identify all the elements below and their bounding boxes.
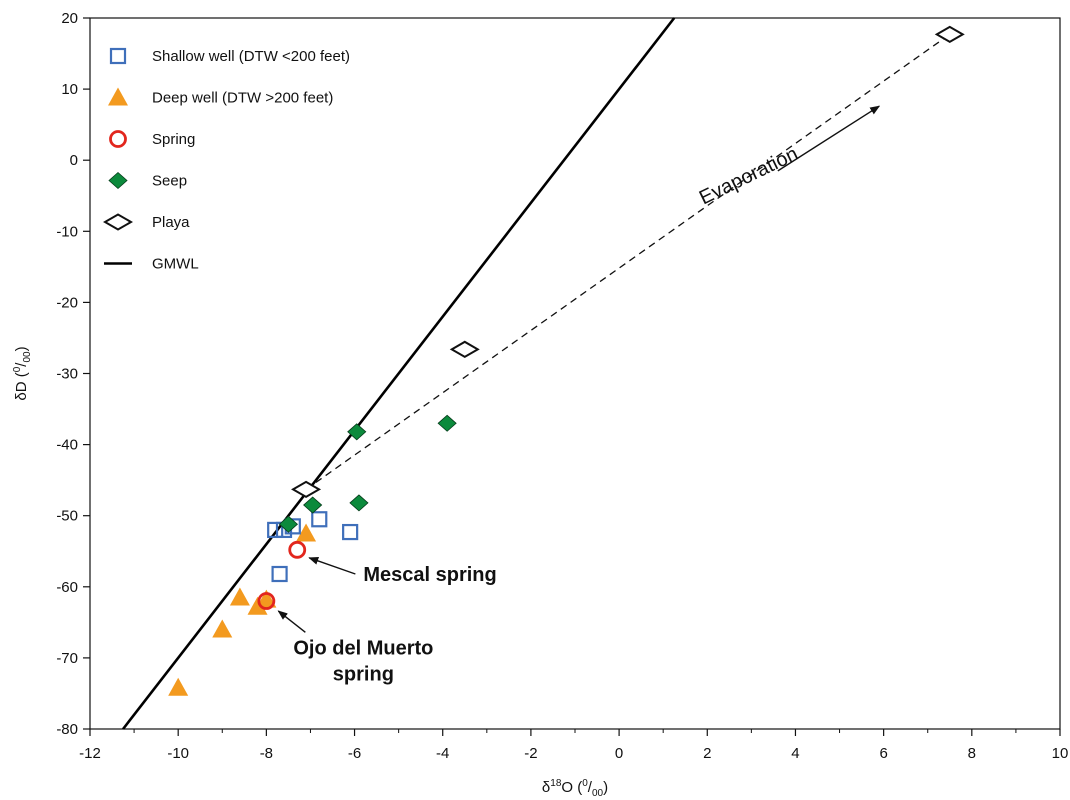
x-tick-label: -8 <box>260 745 273 762</box>
y-axis-title: δD (0/00) <box>12 346 33 400</box>
shallow-well-point <box>342 523 359 541</box>
y-tick-label: -20 <box>56 294 78 311</box>
x-tick-label: 0 <box>615 745 623 762</box>
y-tick-label: -40 <box>56 437 78 454</box>
deep-well-point <box>212 619 233 638</box>
plot-frame <box>89 17 1061 730</box>
shallow-well-point <box>311 511 328 528</box>
y-tick-label: 10 <box>61 81 78 98</box>
seep-point <box>437 414 457 432</box>
deep-well-point <box>296 523 317 542</box>
x-tick-label: -6 <box>348 745 361 762</box>
y-tick-label: -30 <box>56 366 78 383</box>
deep-well-point <box>229 587 250 606</box>
gmwl-line <box>122 17 676 730</box>
seep-point <box>278 515 299 533</box>
evaporation-line <box>305 33 951 490</box>
x-axis-title: δ18O (0/00) <box>542 778 608 799</box>
y-tick-label: -80 <box>56 721 78 738</box>
deep-well-point <box>168 677 189 696</box>
y-tick-label: -70 <box>56 650 78 667</box>
legend-label: Playa <box>152 214 190 231</box>
x-tick-label: 6 <box>879 745 887 762</box>
x-tick-label: -2 <box>524 745 537 762</box>
legend-swatch <box>102 213 134 231</box>
seep-point <box>303 496 323 514</box>
legend-swatch <box>109 130 127 148</box>
x-tick-label: -10 <box>167 745 189 762</box>
x-tick-label: -12 <box>79 745 101 762</box>
spring-point <box>257 592 276 610</box>
legend-label: Spring <box>152 131 195 148</box>
legend-swatch <box>108 171 128 190</box>
legend-label: Seep <box>152 173 187 190</box>
playa-point <box>934 25 965 44</box>
shallow-well-point <box>271 565 288 583</box>
evaporation-arrow <box>777 105 881 172</box>
x-tick-label: 4 <box>791 745 799 762</box>
shallow-well-point <box>267 521 284 539</box>
ojo-del-muerto-label: Ojo del Muerto spring <box>293 637 433 685</box>
y-tick-label: -60 <box>56 579 78 596</box>
legend-label: GMWL <box>152 256 199 273</box>
x-tick-label: 2 <box>703 745 711 762</box>
y-tick-label: -10 <box>56 223 78 240</box>
playa-point <box>449 340 480 358</box>
x-tick-label: 10 <box>1052 745 1069 762</box>
y-tick-label: 20 <box>61 10 78 27</box>
ojo-del-muerto-arrow <box>277 610 306 633</box>
evaporation-label: Evaporation <box>696 143 802 210</box>
mescal-spring-arrow <box>308 557 356 575</box>
legend-swatch <box>108 87 128 106</box>
mescal-spring-label: Mescal spring <box>363 564 496 586</box>
playa-point <box>291 480 322 499</box>
spring-point <box>288 540 307 559</box>
y-tick-label: 0 <box>70 152 78 169</box>
deep-well-point <box>256 589 277 608</box>
seep-point <box>347 423 367 441</box>
legend-swatch <box>109 47 127 65</box>
legend-label: Deep well (DTW >200 feet) <box>152 90 333 107</box>
y-tick-label: -50 <box>56 508 78 525</box>
x-tick-label: 8 <box>968 745 976 762</box>
seep-point <box>349 494 369 512</box>
x-tick-label: -4 <box>436 745 449 762</box>
legend-label: Shallow well (DTW <200 feet) <box>152 48 350 65</box>
plot-layer: -12 -10 -8 -6 -4 -2 0 2 4 6 8 10-80-70-60-50-40-30-… <box>56 10 1068 762</box>
